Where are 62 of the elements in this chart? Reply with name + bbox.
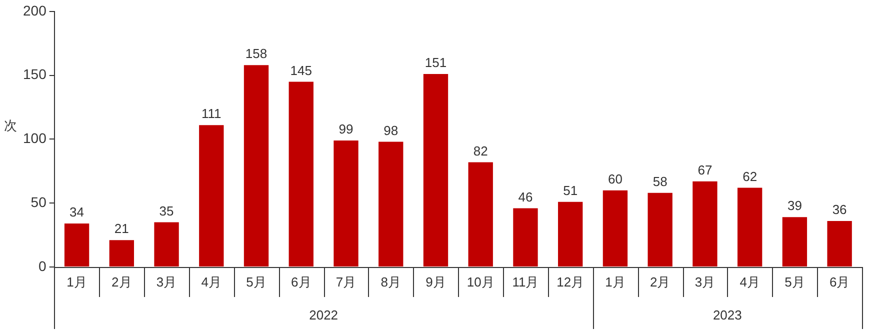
data-label: 46 (518, 189, 533, 204)
bar (468, 162, 493, 266)
data-label: 58 (652, 174, 668, 189)
bar (154, 222, 179, 266)
bar (423, 74, 448, 266)
bar (602, 190, 628, 266)
text: 2022 (309, 308, 338, 323)
x-tick-label: 2月 (112, 274, 132, 290)
bar (737, 188, 762, 266)
x-tick-label: 1月 (605, 274, 626, 290)
x-tick-label: 4月 (740, 274, 760, 290)
bar (378, 142, 404, 266)
bar (109, 240, 134, 266)
data-label: 67 (698, 162, 712, 178)
bar (288, 82, 314, 266)
bar (827, 220, 852, 266)
x-tick-label: 6月 (291, 274, 312, 290)
bar (513, 208, 538, 266)
x-tick-label: 10月 (466, 274, 494, 290)
data-label: 111 (202, 106, 222, 122)
y-tick-label: 150 (23, 66, 47, 82)
y-tick-label: 100 (23, 130, 47, 146)
x-tick-label: 11月 (512, 274, 539, 290)
x-tick-label: 12月 (556, 274, 584, 290)
bar (244, 65, 269, 266)
x-tick-label: 8月 (380, 274, 401, 290)
data-label: 39 (787, 198, 802, 214)
data-label: 60 (608, 171, 622, 186)
x-tick-label: 5月 (246, 274, 266, 290)
y-axis-title: 次 (4, 118, 17, 133)
data-label: 82 (473, 143, 488, 158)
data-label: 35 (159, 203, 174, 218)
bar (334, 140, 358, 266)
bar (782, 217, 808, 266)
data-label: 158 (245, 46, 268, 62)
bar (692, 181, 718, 266)
x-tick-label: 5月 (784, 274, 805, 290)
data-label: 98 (384, 122, 398, 138)
y-tick-label: 200 (23, 2, 47, 18)
x-tick-label: 4月 (201, 274, 222, 290)
data-label: 99 (338, 122, 354, 137)
x-tick-label: 9月 (426, 274, 446, 290)
y-tick-label: 50 (30, 194, 47, 210)
data-label: 21 (114, 221, 129, 236)
bar (199, 125, 224, 266)
x-tick-label: 3月 (156, 274, 177, 290)
bar (558, 202, 583, 266)
text: 2023 (712, 308, 742, 323)
data-label: 145 (290, 62, 312, 78)
x-tick-label: 6月 (829, 274, 850, 290)
bar (648, 192, 672, 266)
data-label: 62 (742, 168, 758, 184)
y-tick-label: 0 (38, 258, 47, 274)
bar (64, 224, 90, 266)
data-label: 51 (563, 182, 578, 198)
x-tick-label: 7月 (336, 274, 356, 290)
x-tick-label: 2月 (650, 274, 670, 290)
x-tick-label: 3月 (694, 274, 716, 290)
x-tick-label: 1月 (66, 274, 87, 290)
data-label: 151 (424, 55, 447, 70)
data-label: 36 (832, 202, 847, 218)
data-label: 34 (70, 204, 84, 220)
